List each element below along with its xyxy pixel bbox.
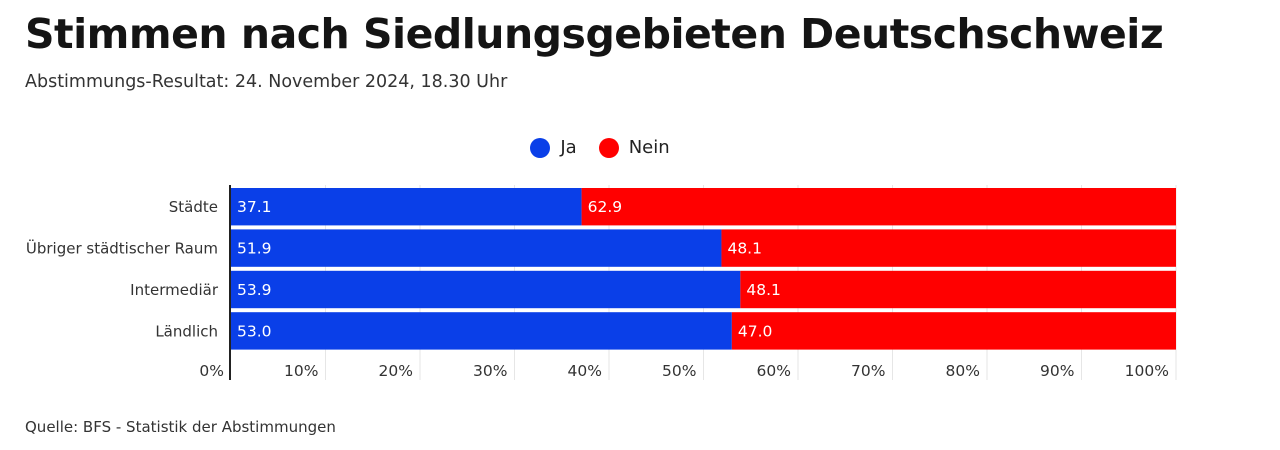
- chart-title: Stimmen nach Siedlungsgebieten Deutschsc…: [25, 10, 1164, 58]
- chart-legend: Ja Nein: [0, 137, 1200, 158]
- bar-nein: [721, 229, 1176, 267]
- chart-subtitle: Abstimmungs-Resultat: 24. November 2024,…: [25, 72, 508, 92]
- category-label: Übriger städtischer Raum: [26, 239, 218, 258]
- x-tick-label: 0%: [199, 362, 224, 380]
- bar-ja: [231, 270, 741, 309]
- legend-swatch-ja: [530, 137, 551, 158]
- x-tick-label: 20%: [379, 362, 413, 380]
- legend-item-ja: Ja: [530, 137, 577, 158]
- x-tick-label: 10%: [284, 362, 318, 380]
- category-label: Städte: [169, 198, 218, 216]
- bar-ja: [231, 312, 732, 350]
- bar-value-label: 53.0: [237, 322, 272, 340]
- x-tick-label: 80%: [946, 362, 980, 380]
- bar-nein: [731, 312, 1176, 350]
- legend-swatch-nein: [598, 137, 619, 158]
- bar-value-label: 37.1: [237, 198, 272, 216]
- x-tick-label: 30%: [473, 362, 507, 380]
- bar-nein: [740, 270, 1176, 309]
- bar-value-label: 48.1: [727, 240, 762, 258]
- x-tick-label: 60%: [757, 362, 791, 380]
- bar-ja: [231, 188, 582, 226]
- bar-ja: [231, 229, 722, 267]
- bar-value-label: 47.0: [738, 322, 773, 340]
- bar-value-label: 62.9: [588, 198, 623, 216]
- x-tick-label: 70%: [851, 362, 885, 380]
- category-label: Intermediär: [130, 281, 219, 299]
- bar-value-label: 51.9: [237, 240, 272, 258]
- bar-nein: [581, 188, 1176, 226]
- x-tick-label: 100%: [1125, 362, 1169, 380]
- legend-label-nein: Nein: [628, 137, 670, 158]
- source-note: Quelle: BFS - Statistik der Abstimmungen: [25, 418, 336, 436]
- bar-value-label: 48.1: [746, 281, 781, 299]
- legend-label-ja: Ja: [560, 137, 577, 158]
- x-tick-label: 50%: [662, 362, 696, 380]
- legend-item-nein: Nein: [598, 137, 670, 158]
- category-label: Ländlich: [155, 322, 218, 340]
- bar-value-label: 53.9: [237, 281, 272, 299]
- x-tick-label: 90%: [1040, 362, 1074, 380]
- x-tick-label: 40%: [568, 362, 602, 380]
